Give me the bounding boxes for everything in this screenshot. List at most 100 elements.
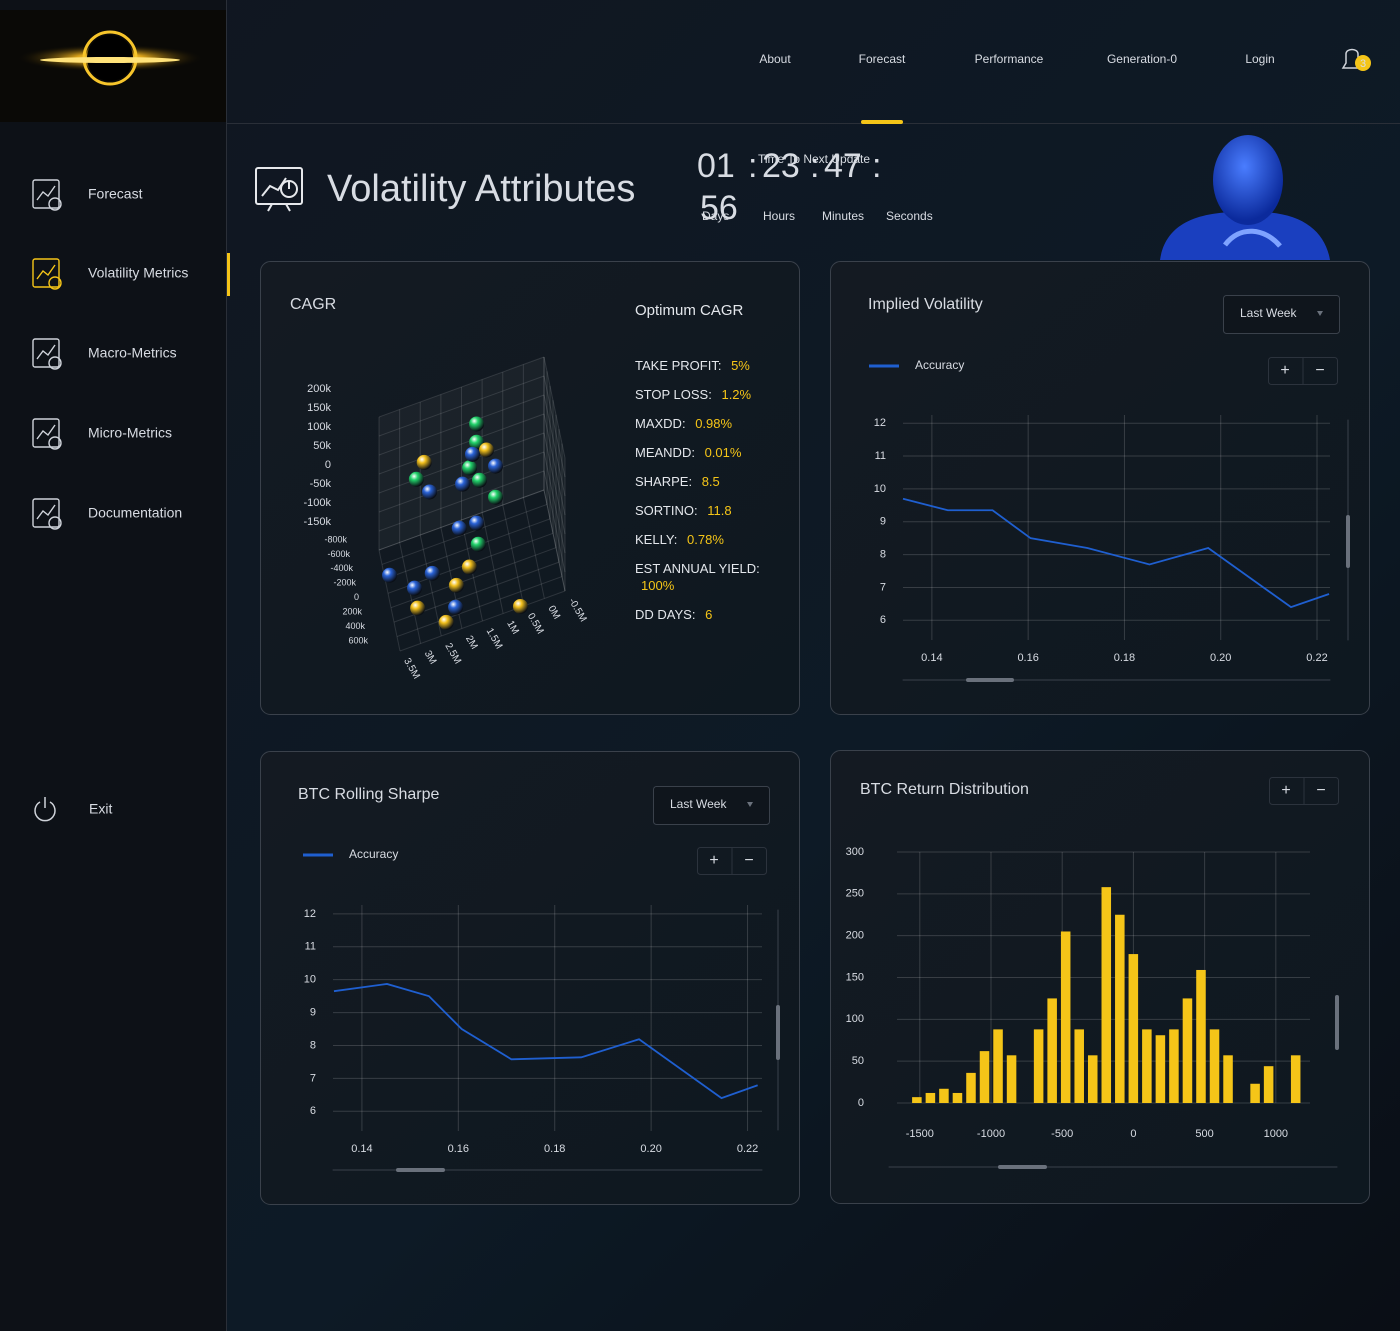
panel-title: CAGR: [290, 296, 336, 313]
scrollbars: [332, 419, 1350, 1172]
y-tick-label: 9: [310, 1006, 316, 1018]
y-tick-label: 10: [304, 974, 316, 986]
grid-line: [381, 503, 548, 565]
zoom-in-button[interactable]: +: [1281, 782, 1290, 799]
nav-link[interactable]: Forecast: [859, 52, 906, 66]
stat-label: MAXDD:: [635, 416, 686, 431]
bar: [1182, 998, 1193, 1103]
data-point: [488, 458, 504, 474]
stat-item: SHARPE: 8.5: [635, 473, 775, 490]
bar: [1250, 1083, 1260, 1103]
zoom-out-button[interactable]: −: [744, 852, 753, 869]
x-tick-label: -1500: [906, 1128, 934, 1140]
sidebar-link[interactable]: Micro-Metrics: [88, 425, 172, 441]
x-tick-label: 0.20: [1210, 652, 1231, 664]
data-point: [448, 577, 464, 593]
icon-part: [36, 264, 56, 280]
nav-link[interactable]: About: [759, 52, 791, 66]
grid-line: [543, 394, 566, 497]
zoom-in-button[interactable]: +: [1280, 362, 1289, 379]
stat-label: EST ANNUAL YIELD:: [635, 561, 760, 576]
nav-link[interactable]: Performance: [975, 52, 1044, 66]
data-point: [471, 472, 487, 488]
x-tick-label: 0.20: [640, 1143, 661, 1155]
panel: [830, 750, 1370, 1204]
grid-line: [481, 512, 504, 614]
countdown-unit: Seconds: [886, 209, 933, 223]
grid-line: [543, 470, 566, 573]
sidebar-link[interactable]: Documentation: [88, 505, 182, 521]
y-tick-label: 8: [880, 549, 886, 561]
range-dropdown[interactable]: [653, 786, 770, 825]
stat-label: MEANDD:: [635, 445, 695, 460]
countdown-value: 56: [700, 189, 738, 227]
stats-list: TAKE PROFIT: 5% STOP LOSS: 1.2% MAXDD: 0.9…: [635, 357, 775, 635]
icon-part: [32, 258, 60, 288]
bar: [966, 1072, 976, 1103]
nav-link[interactable]: Login: [1245, 52, 1274, 66]
countdown-label: Time To Next Update: [758, 152, 870, 166]
data-point: [448, 599, 464, 615]
bar: [925, 1092, 936, 1103]
zoom-in-button[interactable]: +: [709, 852, 718, 869]
bar: [1155, 1035, 1166, 1103]
exit-link[interactable]: Exit: [89, 801, 112, 817]
data-point: [438, 614, 454, 630]
data-line: [902, 497, 1330, 609]
stat-label: KELLY:: [635, 532, 678, 547]
stat-item: DD DAYS: 6: [635, 606, 775, 623]
notification-count: 3: [1360, 58, 1366, 70]
x-tick-label: 0.14: [921, 652, 942, 664]
stat-label: DD DAYS:: [635, 607, 696, 622]
stat-item: MAXDD: 0.98%: [635, 415, 775, 432]
y-tick-label: 6: [880, 614, 886, 626]
bar: [1006, 1055, 1017, 1103]
back-wall: [379, 357, 544, 550]
data-point: [469, 416, 485, 432]
grid-line: [378, 549, 401, 652]
bar: [979, 1051, 990, 1103]
icon-part: [32, 338, 60, 368]
nav-link[interactable]: Generation-0: [1107, 52, 1177, 66]
icon-part: [48, 436, 62, 450]
legend-label: Accuracy: [915, 358, 964, 372]
sidebar-icon: [32, 179, 62, 211]
icon-part: [32, 418, 60, 448]
x-tick-label: -1000: [977, 1128, 1005, 1140]
grid-line: [384, 518, 551, 580]
grid-line: [396, 576, 563, 638]
grid-line: [502, 504, 525, 607]
y-tick-label: 12: [874, 417, 886, 429]
grid-line: [543, 375, 566, 478]
data-point: [408, 471, 424, 487]
panel: [830, 261, 1370, 715]
exit-icon[interactable]: [34, 797, 56, 822]
bar: [1196, 969, 1206, 1103]
x-tick-label: 0.18: [544, 1143, 565, 1155]
y-tick-label: 7: [880, 581, 886, 593]
x-tick-label: 0.14: [351, 1143, 372, 1155]
sidebar-link[interactable]: Macro-Metrics: [88, 345, 177, 361]
sidebar-link[interactable]: Volatility Metrics: [88, 265, 188, 281]
logo[interactable]: [0, 10, 226, 122]
countdown-value: 47: [824, 147, 862, 185]
range-dropdown[interactable]: [1223, 295, 1340, 334]
zoom-out-button[interactable]: −: [1315, 362, 1324, 379]
icon-part: [36, 424, 56, 440]
zoom-out-button[interactable]: −: [1316, 782, 1325, 799]
panel-title: BTC Return Distribution: [860, 781, 1029, 798]
countdown-unit: Minutes: [822, 209, 864, 223]
data-point: [416, 454, 432, 470]
grid-line: [522, 497, 545, 599]
z-tick-label: -150k: [303, 516, 331, 528]
grid-line: [378, 394, 545, 456]
data-point: [462, 460, 478, 476]
data-line: [333, 983, 758, 1100]
notification-bell[interactable]: [1341, 48, 1371, 72]
x-tick-label: 0.22: [737, 1143, 758, 1155]
x-tick-label: -200k: [333, 578, 356, 588]
stat-value: 11.8: [707, 503, 732, 518]
sidebar-link[interactable]: Forecast: [88, 186, 143, 202]
stat-label: SORTINO:: [635, 503, 698, 518]
